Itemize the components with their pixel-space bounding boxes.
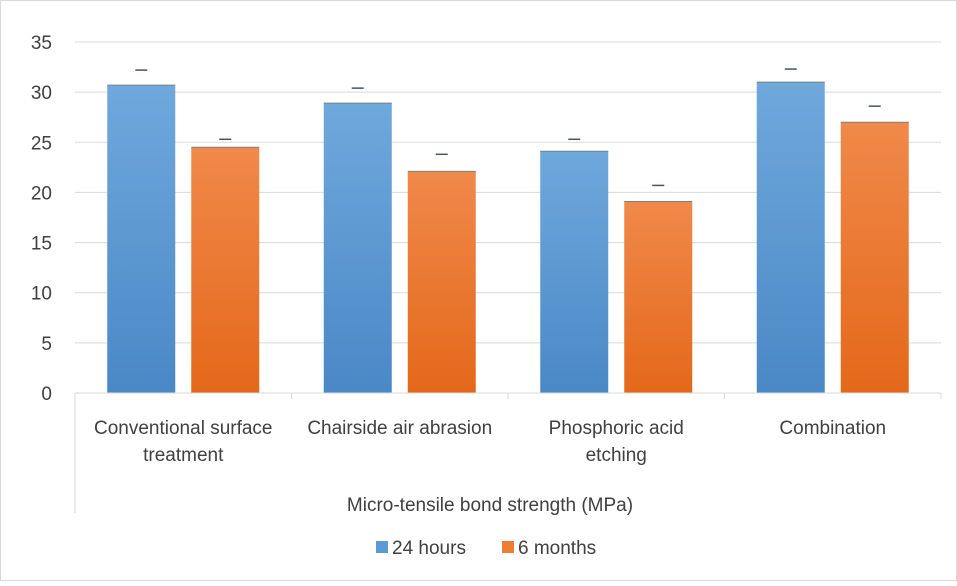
legend: 24 hours 6 months xyxy=(376,538,596,559)
bar xyxy=(107,85,176,393)
y-tick-label: 25 xyxy=(31,133,52,154)
legend-label: 24 hours xyxy=(392,538,466,559)
y-tick-label: 30 xyxy=(31,83,52,104)
y-tick-label: 0 xyxy=(41,384,52,405)
legend-swatch xyxy=(502,541,514,553)
bar xyxy=(540,151,609,393)
legend-label: 6 months xyxy=(518,538,596,559)
y-tick-label: 20 xyxy=(31,183,52,204)
x-tick-label: Phosphoric acid etching xyxy=(549,418,684,466)
x-tick-label: Combination xyxy=(779,418,886,439)
bar xyxy=(840,122,909,393)
bar xyxy=(624,201,693,393)
bar xyxy=(756,82,825,393)
y-tick-label: 10 xyxy=(31,284,52,305)
x-tick-label: Chairside air abrasion xyxy=(307,418,492,439)
y-tick-label: 5 xyxy=(41,334,52,355)
x-tick-label: Conventional surface treatment xyxy=(94,418,273,466)
bar xyxy=(407,171,476,393)
x-axis-title: Micro-tensile bond strength (MPa) xyxy=(347,495,633,516)
bar xyxy=(191,147,260,393)
bar xyxy=(323,103,392,393)
y-tick-label: 15 xyxy=(31,234,52,255)
legend-swatch xyxy=(376,541,388,553)
bars xyxy=(107,68,909,393)
axes: 0 5 10 15 20 25 30 35 Conventional surface treatm… xyxy=(31,33,942,513)
y-tick-label: 35 xyxy=(31,33,52,54)
